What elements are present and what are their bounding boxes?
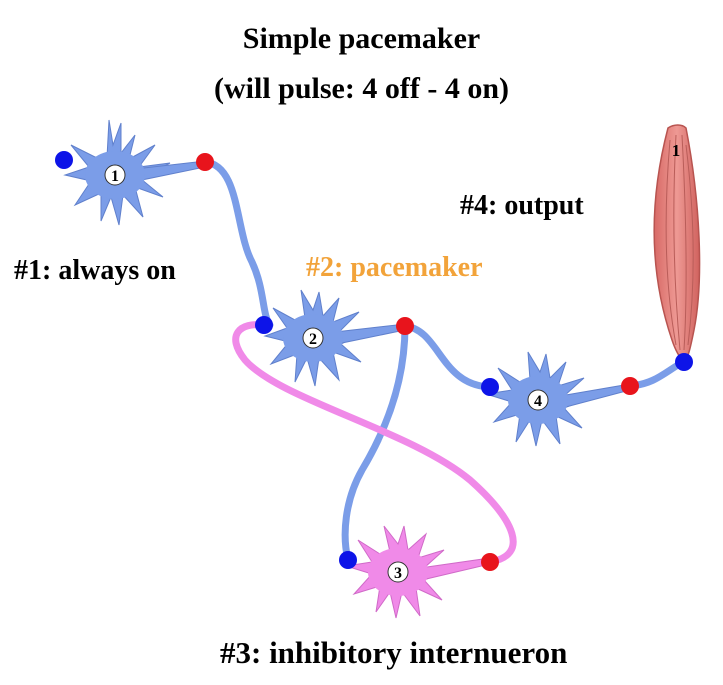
neuron-4-number: 4 — [534, 393, 542, 410]
neuron-2: 2 — [263, 289, 406, 387]
axon-1-to-2 — [201, 158, 274, 329]
axon-3-to-2 — [232, 321, 517, 566]
input-terminal-muscle — [675, 353, 693, 371]
neuron-2-number: 2 — [309, 331, 317, 348]
label-neuron-4: #4: output — [460, 190, 584, 221]
muscle-output: 1 — [653, 124, 701, 364]
input-terminal-neuron-1 — [55, 151, 73, 169]
input-terminal-neuron-2 — [255, 316, 273, 334]
muscle-number: 1 — [672, 141, 681, 160]
axon-2-to-3 — [341, 322, 409, 564]
output-terminal-neuron-2 — [396, 317, 414, 335]
input-terminal-neuron-3 — [339, 551, 357, 569]
title-line-1: Simple pacemaker — [242, 22, 481, 55]
input-terminal-neuron-4 — [481, 378, 499, 396]
label-neuron-1: #1: always on — [14, 255, 176, 286]
output-terminal-neuron-4 — [621, 377, 639, 395]
label-neuron-2: #2: pacemaker — [306, 252, 483, 283]
neuron-1-number: 1 — [111, 168, 119, 185]
label-neuron-3: #3: inhibitory internueron — [220, 635, 568, 670]
output-terminal-neuron-1 — [196, 153, 214, 171]
axon-2-to-4 — [401, 322, 494, 391]
neuron-3-number: 3 — [394, 565, 402, 582]
neuron-4: 4 — [485, 351, 631, 447]
output-terminal-neuron-3 — [481, 553, 499, 571]
neuron-1: 1 — [63, 119, 206, 226]
neuron-3: 3 — [345, 525, 491, 619]
title-line-2: (will pulse: 4 off - 4 on) — [214, 72, 509, 105]
